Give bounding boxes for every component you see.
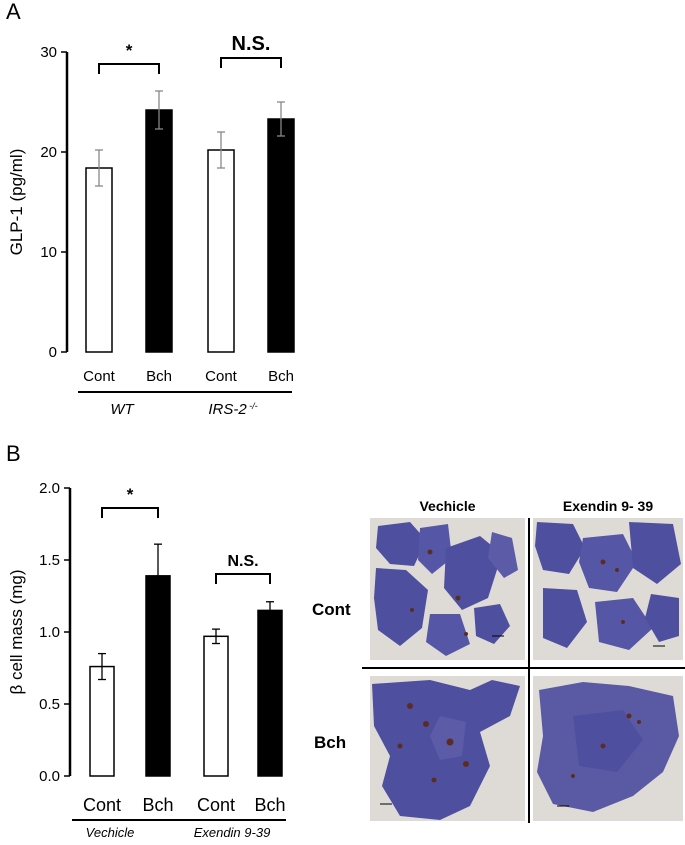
micrograph-horizontal-divider xyxy=(362,667,685,669)
group-label: WT xyxy=(110,401,135,418)
significance-bracket xyxy=(98,63,160,74)
micrograph-row-cont: Cont xyxy=(312,600,351,619)
x-category-label: Bch xyxy=(142,795,173,815)
micrograph-column-vehicle: Vechicle xyxy=(419,498,476,514)
bar xyxy=(257,609,283,777)
beta-cell-mass-bar-chart: 0.0 0.5 1.0 1.5 2.0 β cell mass (mg) Cont Bch Co… xyxy=(7,480,286,840)
y-tick-label: 0 xyxy=(49,344,57,361)
x-category-label: Bch xyxy=(268,368,294,385)
y-axis-label: β cell mass (mg) xyxy=(7,569,26,694)
glp1-bar-chart: 0 10 20 30 GLP-1 (pg/ml) Cont Bch Cont Bch WT IRS-… xyxy=(7,33,295,418)
micrograph-exendin-cont xyxy=(533,518,683,660)
group-label: Vechicle xyxy=(86,825,135,840)
x-category-label: Cont xyxy=(205,368,238,385)
y-tick-label: 10 xyxy=(40,244,57,261)
x-category-label: Cont xyxy=(83,368,116,385)
significance-label: * xyxy=(126,41,133,60)
y-tick-label: 30 xyxy=(40,44,57,61)
bar xyxy=(89,665,115,777)
x-category-label: Cont xyxy=(83,795,121,815)
micrograph-vertical-divider xyxy=(528,518,530,823)
bar xyxy=(267,118,295,353)
y-tick-label: 0.5 xyxy=(39,696,60,713)
y-tick-label: 0.0 xyxy=(39,768,60,785)
x-category-label: Cont xyxy=(197,795,235,815)
significance-bracket xyxy=(215,573,271,584)
micrograph-row-bch: Bch xyxy=(314,733,347,752)
group-label: Exendin 9-39 xyxy=(194,825,271,840)
significance-bracket xyxy=(220,57,282,68)
significance-label: N.S. xyxy=(232,33,271,55)
bar xyxy=(145,575,171,777)
bar xyxy=(145,109,173,353)
micrograph-vehicle-cont xyxy=(370,518,525,660)
x-category-label: Bch xyxy=(146,368,172,385)
y-tick-label: 2.0 xyxy=(39,480,60,497)
micrograph-vehicle-bch xyxy=(370,676,525,821)
y-axis-label: GLP-1 (pg/ml) xyxy=(7,149,26,256)
bar xyxy=(85,167,113,353)
x-category-label: Bch xyxy=(254,795,285,815)
y-tick-label: 1.0 xyxy=(39,624,60,641)
significance-label: * xyxy=(127,485,134,504)
y-tick-label: 1.5 xyxy=(39,552,60,569)
y-tick-label: 20 xyxy=(40,144,57,161)
panel-b-letter: B xyxy=(6,441,21,466)
bar xyxy=(207,149,235,353)
group-label: IRS-2 -/- xyxy=(208,401,257,418)
bar xyxy=(203,635,229,777)
micrograph-exendin-bch xyxy=(533,676,683,821)
significance-bracket xyxy=(101,507,159,518)
significance-label: N.S. xyxy=(227,553,258,570)
panel-a-letter: A xyxy=(6,0,21,24)
micrograph-column-exendin: Exendin 9- 39 xyxy=(562,498,654,514)
